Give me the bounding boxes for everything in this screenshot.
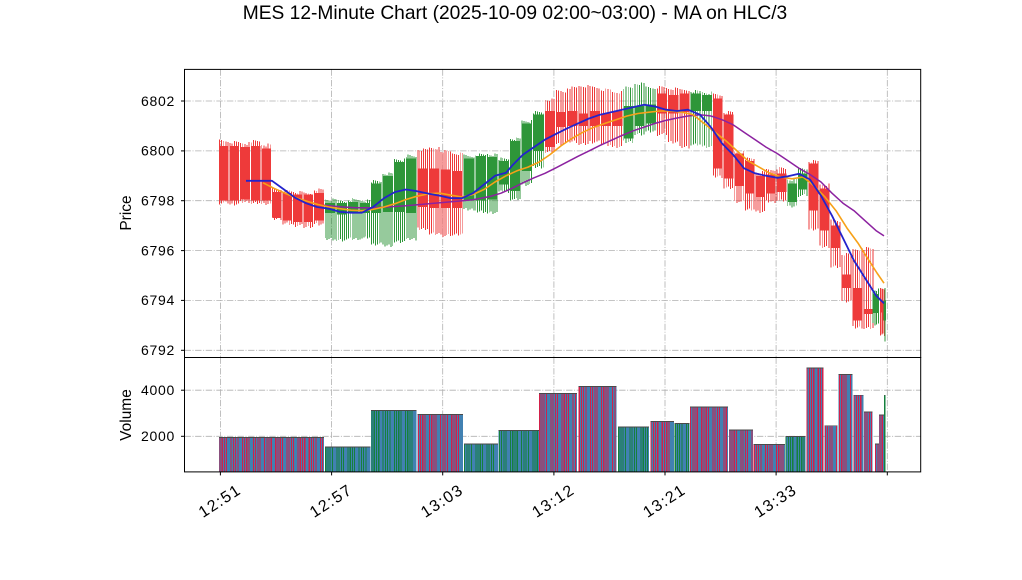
svg-text:MES 12-Minute Chart (2025-10-0: MES 12-Minute Chart (2025-10-09 02:00~03… [243, 3, 787, 24]
svg-text:6796: 6796 [141, 242, 175, 258]
svg-text:2000: 2000 [141, 428, 175, 444]
svg-text:6802: 6802 [141, 93, 175, 109]
svg-text:4000: 4000 [141, 382, 175, 398]
svg-text:6792: 6792 [141, 342, 175, 358]
svg-text:Volume: Volume [118, 389, 135, 441]
svg-text:Price: Price [118, 195, 135, 230]
svg-text:6794: 6794 [141, 292, 175, 308]
svg-text:6800: 6800 [141, 143, 175, 159]
svg-text:6798: 6798 [141, 193, 175, 209]
